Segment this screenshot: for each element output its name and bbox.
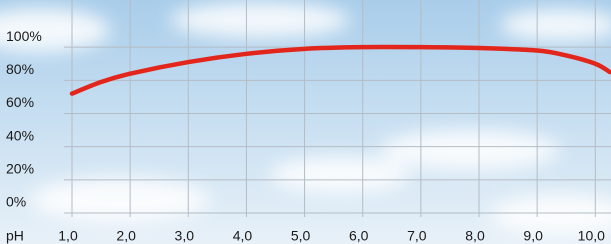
y-tick-label: 60% (6, 94, 34, 110)
y-tick-label: 100% (6, 28, 42, 44)
y-tick-label: 40% (6, 127, 34, 143)
x-tick-label: 2,0 (116, 228, 136, 244)
x-tick-label: 3,0 (175, 228, 195, 244)
chart: pH 0% 20% 40% 60% 80% 100% 1,0 2,0 3,0 4,0 5,0 6,0 7… (0, 0, 611, 244)
x-tick-label: 4,0 (233, 228, 253, 244)
y-tick-label: 20% (6, 161, 34, 177)
x-tick-label: 6,0 (349, 228, 369, 244)
y-tick-label: 80% (6, 61, 34, 77)
x-axis-label: pH (6, 228, 24, 244)
x-tick-label: 8,0 (465, 228, 485, 244)
x-tick-label: 10,0 (578, 228, 605, 244)
y-tick-label: 0% (6, 194, 26, 210)
x-tick-label: 7,0 (407, 228, 427, 244)
x-tick-label: 1,0 (58, 228, 78, 244)
x-tick-label: 9,0 (523, 228, 543, 244)
x-tick-label: 5,0 (291, 228, 311, 244)
